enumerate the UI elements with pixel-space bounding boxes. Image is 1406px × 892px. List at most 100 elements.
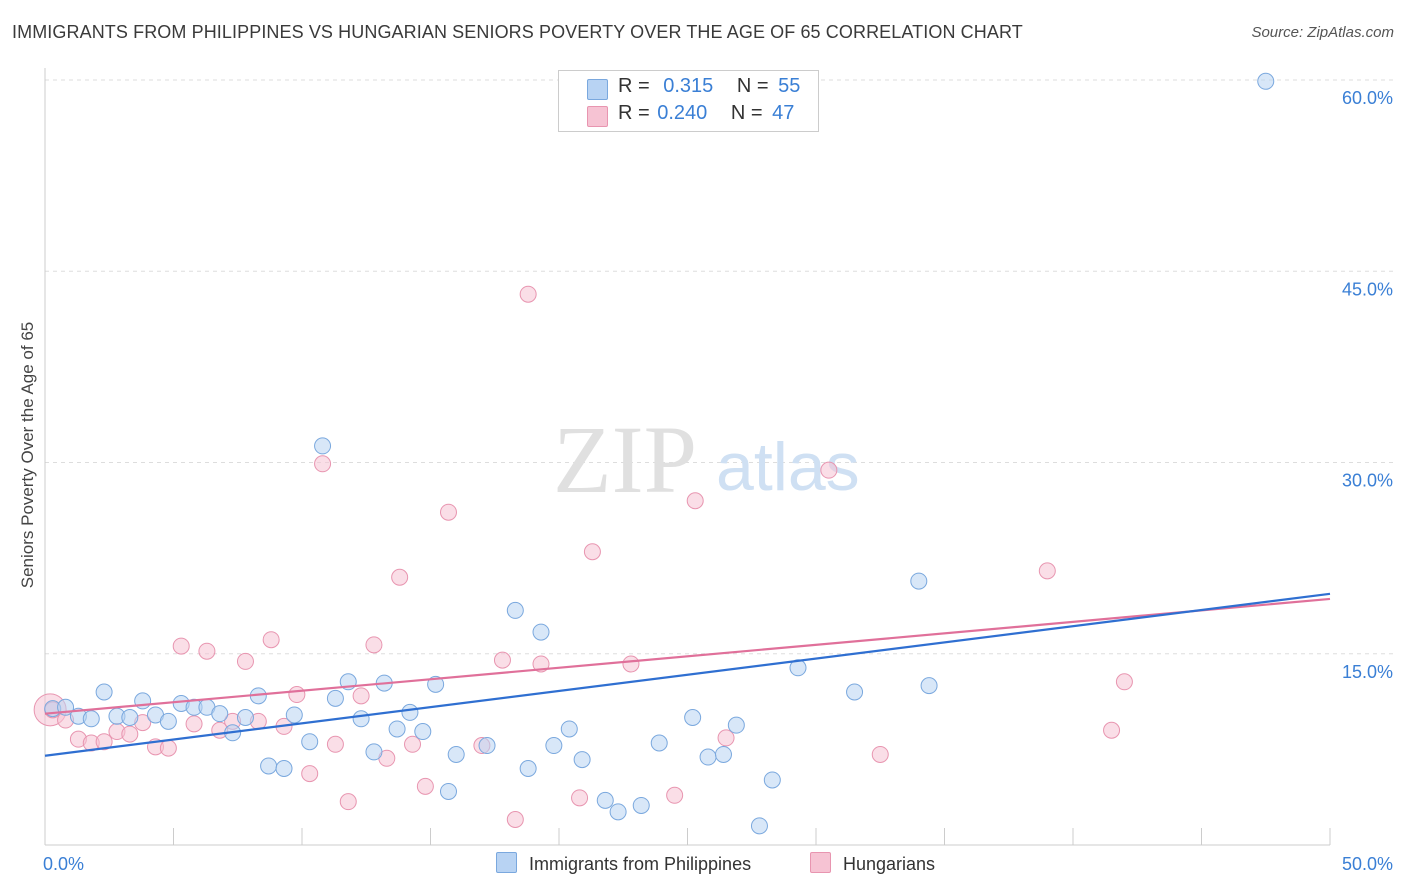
bottom-legend-hungarians: Hungarians bbox=[810, 852, 935, 875]
philippines-point bbox=[95, 683, 113, 701]
philippines-point bbox=[632, 796, 650, 814]
philippines-point bbox=[447, 745, 465, 763]
philippines-point bbox=[121, 709, 139, 726]
hungarians-point bbox=[352, 687, 370, 705]
hungarians-point bbox=[391, 568, 409, 586]
philippines-point bbox=[211, 705, 229, 723]
philippines-point bbox=[699, 748, 717, 766]
philippines-point bbox=[159, 712, 177, 730]
philippines-point bbox=[365, 743, 383, 761]
legend-box: R = 0.315 N = 55 R = 0.240 N = 47 bbox=[558, 70, 819, 132]
x-tick-label: 0.0% bbox=[43, 854, 84, 874]
philippines-point bbox=[727, 716, 745, 734]
hungarians-point bbox=[506, 811, 524, 828]
hungarians-point bbox=[172, 637, 190, 655]
philippines-trend-line bbox=[44, 592, 1331, 757]
philippines-point bbox=[920, 677, 938, 695]
chart-title: IMMIGRANTS FROM PHILIPPINES VS HUNGARIAN… bbox=[12, 22, 1023, 42]
philippines-point bbox=[519, 760, 537, 777]
hungarians-point bbox=[820, 461, 838, 479]
hungarians-point bbox=[301, 765, 319, 783]
legend-swatch-pink bbox=[587, 106, 608, 127]
philippines-point bbox=[285, 706, 303, 724]
philippines-point bbox=[846, 683, 864, 701]
philippines-point bbox=[573, 751, 591, 769]
legend-r-value: 0.315 bbox=[663, 75, 714, 97]
hungarians-point bbox=[583, 543, 601, 561]
hungarians-point bbox=[519, 285, 537, 303]
hungarians-point bbox=[185, 715, 203, 733]
hungarians-point bbox=[236, 652, 254, 670]
x-tick-label: 50.0% bbox=[1342, 854, 1393, 874]
hungarians-point bbox=[326, 735, 344, 753]
hungarians-point bbox=[404, 735, 422, 753]
hungarians-point bbox=[1115, 673, 1133, 691]
philippines-point bbox=[609, 803, 627, 821]
philippines-point bbox=[596, 791, 614, 809]
hungarians-point bbox=[666, 786, 684, 804]
philippines-point bbox=[763, 771, 781, 789]
hungarians-point bbox=[686, 492, 704, 510]
y-axis-label: Seniors Poverty Over the Age of 65 bbox=[18, 321, 37, 589]
hungarians-point bbox=[339, 793, 357, 811]
philippines-point bbox=[314, 437, 332, 455]
philippines-point bbox=[478, 737, 496, 755]
philippines-point bbox=[1257, 72, 1275, 90]
watermark: ZIP atlas bbox=[553, 406, 860, 513]
hungarians-point bbox=[314, 455, 332, 473]
hungarians-point bbox=[95, 733, 113, 751]
philippines-point bbox=[352, 710, 370, 728]
philippines-point bbox=[82, 710, 100, 728]
legend-n-label: N = bbox=[736, 75, 769, 97]
source-label: Source: ZipAtlas.com bbox=[1251, 24, 1394, 41]
hungarians-point bbox=[871, 745, 889, 763]
philippines-point bbox=[545, 737, 563, 755]
y-tick-label: 15.0% bbox=[1342, 662, 1393, 682]
bottom-legend-label: Immigrants from Philippines bbox=[529, 854, 752, 874]
trend-lines bbox=[44, 592, 1331, 757]
tick-labels: 15.0% 30.0% 45.0% 60.0% 0.0% 50.0% bbox=[43, 88, 1393, 874]
philippines-point bbox=[301, 733, 319, 751]
hungarians-point bbox=[571, 789, 589, 807]
y-tick-label: 30.0% bbox=[1342, 471, 1393, 491]
philippines-point bbox=[560, 720, 578, 738]
hungarians-trend-line bbox=[44, 597, 1331, 715]
bottom-legend-swatch-pink bbox=[810, 852, 831, 873]
grid bbox=[45, 79, 1393, 655]
hungarians-point bbox=[365, 636, 383, 654]
hungarians-point bbox=[288, 686, 306, 704]
philippines-point bbox=[326, 689, 344, 707]
philippines-point bbox=[414, 723, 432, 741]
hungarians-point bbox=[198, 642, 216, 660]
hungarians-point bbox=[121, 725, 139, 743]
philippines-point bbox=[684, 709, 702, 726]
legend-n-value: 55 bbox=[778, 75, 801, 97]
philippines-point bbox=[910, 572, 928, 590]
bottom-legend-philippines: Immigrants from Philippines bbox=[496, 852, 751, 875]
watermark-zip: ZIP bbox=[553, 406, 697, 513]
philippines-point bbox=[427, 675, 445, 693]
philippines-point bbox=[714, 745, 732, 763]
philippines-point bbox=[506, 601, 524, 619]
hungarians-point bbox=[262, 631, 280, 649]
hungarians-point bbox=[717, 729, 735, 747]
hungarians-point bbox=[1103, 721, 1121, 739]
philippines-point bbox=[275, 760, 293, 777]
watermark-atlas: atlas bbox=[716, 429, 860, 505]
philippines-point bbox=[439, 782, 457, 800]
philippines-point bbox=[650, 734, 668, 752]
legend-r-value: 0.240 bbox=[657, 102, 708, 124]
y-tick-label: 45.0% bbox=[1342, 279, 1393, 299]
legend-r-label: R = bbox=[618, 102, 650, 124]
series-philippines bbox=[44, 72, 1275, 835]
philippines-point bbox=[388, 720, 406, 738]
hungarians-point bbox=[159, 739, 177, 757]
legend-swatch-blue bbox=[587, 79, 608, 100]
hungarians-point bbox=[622, 655, 640, 673]
hungarians-point bbox=[493, 651, 511, 669]
bottom-legend-label: Hungarians bbox=[843, 854, 936, 874]
hungarians-point bbox=[416, 777, 434, 795]
philippines-point bbox=[236, 709, 254, 726]
legend-n-value: 47 bbox=[772, 102, 795, 124]
